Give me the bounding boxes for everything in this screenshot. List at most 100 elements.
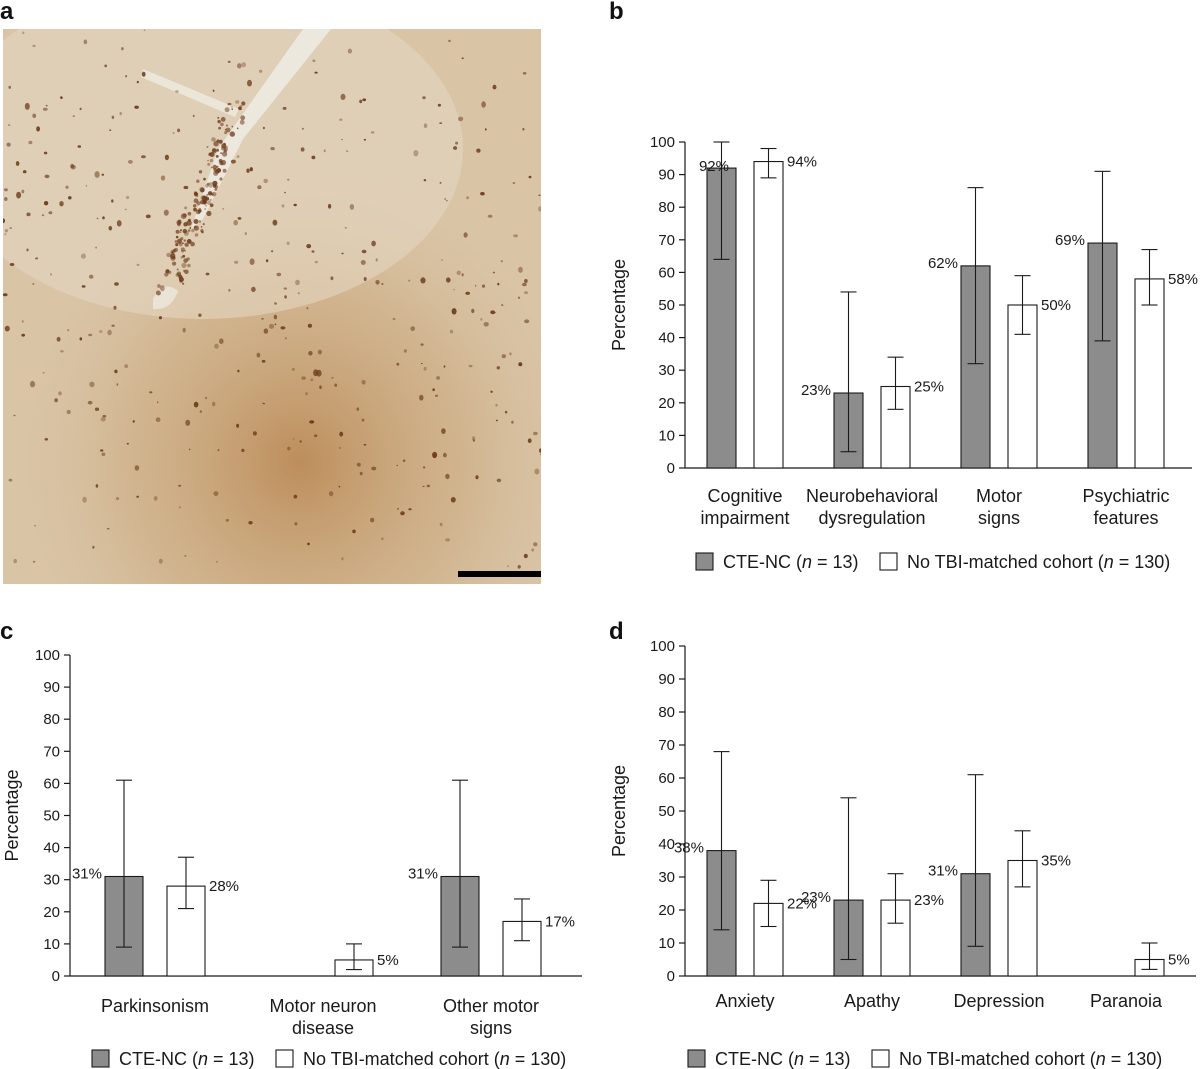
legend: CTE-NC (n = 13) No TBI-matched cohort (n … <box>695 552 1170 572</box>
stained-cell <box>345 150 349 152</box>
stained-cell <box>32 283 35 285</box>
stained-cell <box>32 560 36 563</box>
stained-cell <box>234 260 239 264</box>
stained-cell <box>181 242 184 245</box>
stained-cell <box>451 308 457 315</box>
stained-cell <box>160 285 165 292</box>
stained-cell <box>313 369 319 377</box>
legend-swatch-no-tbi-cohort <box>275 1049 294 1068</box>
stained-cell <box>501 354 506 359</box>
stained-cell <box>344 226 347 229</box>
stained-cell <box>230 159 236 164</box>
stained-cell <box>241 101 246 106</box>
panel-letter-d: d <box>609 618 624 645</box>
stained-cell <box>4 325 10 332</box>
stained-cell <box>323 149 326 153</box>
stained-cell <box>175 90 179 93</box>
category-label: signs <box>978 508 1020 528</box>
stained-cell <box>82 496 87 503</box>
stained-cell <box>338 485 341 488</box>
category-label: Motor <box>976 486 1022 506</box>
stained-cell <box>175 243 179 247</box>
stained-cell <box>423 123 428 128</box>
stained-cell <box>235 100 240 104</box>
stained-cell <box>312 59 316 63</box>
stained-cell <box>231 125 234 128</box>
stained-cell <box>180 247 185 252</box>
stained-cell <box>196 195 199 198</box>
stained-cell <box>217 116 220 119</box>
stained-cell <box>363 277 367 281</box>
stained-cell <box>85 185 88 187</box>
stained-cell <box>170 253 176 259</box>
y-axis-label: Percentage <box>609 765 629 857</box>
stained-cell <box>126 442 129 445</box>
stained-cell <box>95 246 97 249</box>
stained-cell <box>9 263 15 266</box>
data-label: 25% <box>914 379 944 396</box>
stained-cell <box>177 128 181 133</box>
stained-cell <box>439 122 443 124</box>
stained-cell <box>453 146 458 150</box>
stained-cell <box>101 452 106 457</box>
stained-cell <box>171 251 174 254</box>
stained-cell <box>187 229 191 232</box>
stained-cell <box>197 209 202 213</box>
stained-cell <box>32 44 36 48</box>
stained-cell <box>153 496 158 501</box>
stained-cell <box>339 431 344 437</box>
stained-cell <box>205 396 208 400</box>
stained-cell <box>420 343 424 346</box>
stained-cell <box>272 219 278 226</box>
stained-cell <box>410 326 416 331</box>
stained-cell <box>291 367 295 371</box>
data-label: 69% <box>1055 232 1085 249</box>
stained-cell <box>262 126 265 130</box>
micrograph-panel <box>3 29 541 584</box>
data-label: 31% <box>408 865 438 882</box>
stained-cell <box>101 173 105 176</box>
stained-cell <box>26 212 31 217</box>
stained-cell <box>361 380 366 385</box>
stained-cell <box>190 241 195 247</box>
y-tick-label: 90 <box>658 671 675 688</box>
y-tick-label: 80 <box>658 704 675 721</box>
stained-cell <box>236 127 239 130</box>
stained-cell <box>241 62 246 68</box>
stained-cell <box>524 319 530 324</box>
stained-cell <box>163 209 169 216</box>
stained-cell <box>215 560 218 563</box>
category-label: disease <box>292 1018 354 1038</box>
stained-cell <box>522 72 527 75</box>
legend-swatch-cte-nc <box>687 1049 706 1068</box>
legend: CTE-NC (n = 13) No TBI-matched cohort (n … <box>91 1049 566 1069</box>
stained-cell <box>179 279 183 283</box>
y-tick-label: 0 <box>52 968 60 985</box>
data-label: 23% <box>801 382 831 399</box>
stained-cell <box>116 383 119 386</box>
stained-cell <box>295 279 300 286</box>
vessel-branch <box>141 69 239 117</box>
stained-cell <box>220 152 223 155</box>
y-tick-label: 50 <box>658 297 675 314</box>
stained-cell <box>193 225 199 231</box>
y-tick-label: 40 <box>658 836 675 853</box>
stained-cell <box>214 343 219 349</box>
stained-cell <box>178 484 182 487</box>
stained-cell <box>208 182 213 188</box>
stained-cell <box>155 417 161 423</box>
stained-cell <box>444 197 446 200</box>
stained-cell <box>396 362 400 366</box>
stained-cell <box>466 196 469 200</box>
stained-cell <box>359 99 363 104</box>
stained-cell <box>206 210 212 217</box>
stained-cell <box>100 449 104 452</box>
stained-cell <box>476 148 481 153</box>
stained-cell <box>21 320 24 323</box>
legend-swatch-cte-nc <box>91 1049 110 1068</box>
stained-cell <box>458 116 464 122</box>
category-label: Apathy <box>844 991 900 1011</box>
stained-cell <box>54 398 58 403</box>
stained-cell <box>533 542 538 547</box>
stained-cell <box>306 307 309 310</box>
